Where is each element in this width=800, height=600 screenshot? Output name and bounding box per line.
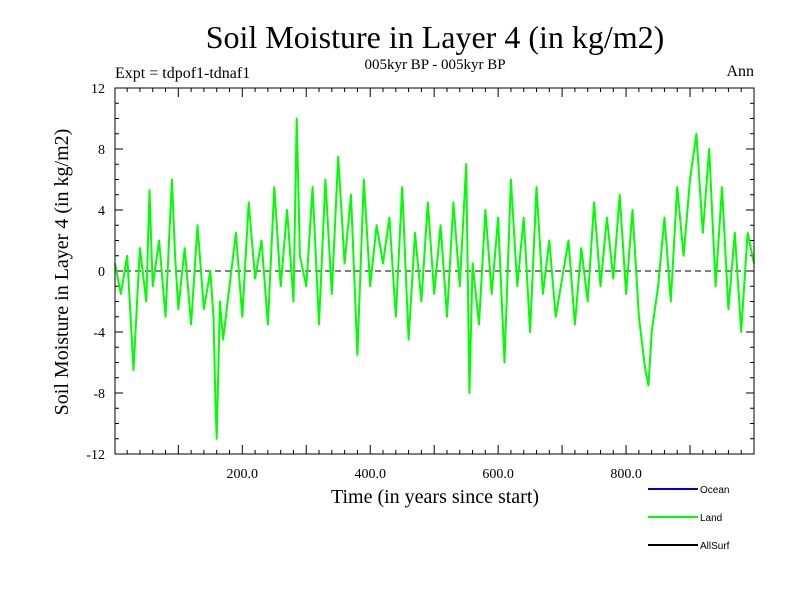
x-tick-label: 600.0 — [482, 467, 514, 482]
season-label: Ann — [726, 63, 754, 80]
chart-title: Soil Moisture in Layer 4 (in kg/m2) — [206, 19, 665, 55]
y-axis-label: Soil Moisture in Layer 4 (in kg/m2) — [51, 129, 73, 416]
x-axis-label: Time (in years since start) — [331, 486, 539, 508]
x-tick-label: 400.0 — [354, 467, 386, 482]
plot-frame — [114, 87, 755, 455]
chart-subtitle: 005kyr BP - 005kyr BP — [364, 57, 505, 73]
y-tick-label: 0 — [98, 265, 105, 280]
legend-label-ocean: Ocean — [700, 485, 729, 496]
y-tick-label: -4 — [93, 326, 105, 341]
legend: Ocean Land AllSurf — [648, 485, 730, 552]
y-tick-label: 12 — [91, 82, 105, 97]
y-tick-label: -12 — [86, 448, 105, 463]
plot-area: -12 -8 -4 0 4 8 12 200.0 400.0 600.0 800.0 — [86, 82, 755, 482]
x-tick-label: 800.0 — [610, 467, 642, 482]
y-tick-label: 8 — [98, 143, 105, 158]
legend-label-land: Land — [700, 513, 722, 524]
experiment-label: Expt = tdpof1-tdnaf1 — [115, 65, 250, 82]
x-axis-ticks: 200.0 400.0 600.0 800.0 — [126, 88, 742, 482]
y-tick-label: 4 — [98, 204, 105, 219]
land-series-line — [114, 117, 755, 440]
legend-label-allsurf: AllSurf — [700, 541, 730, 552]
y-tick-label: -8 — [93, 387, 105, 402]
x-tick-label: 200.0 — [227, 467, 259, 482]
